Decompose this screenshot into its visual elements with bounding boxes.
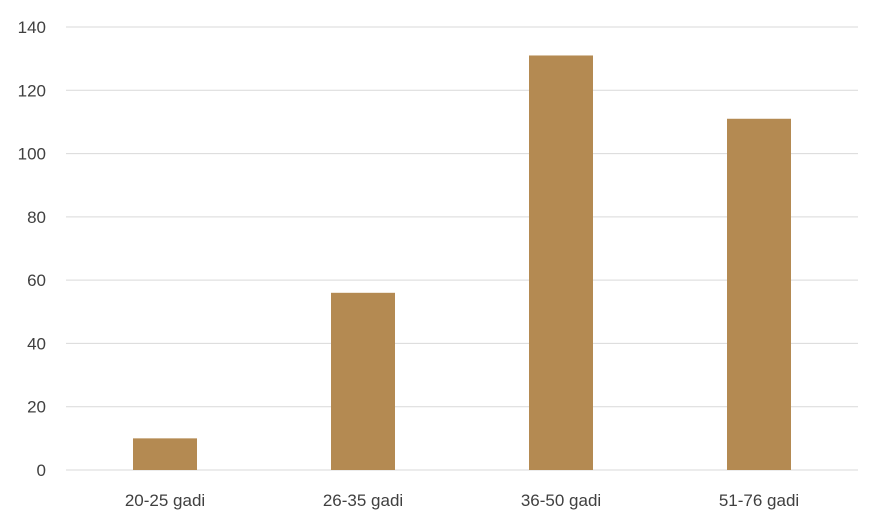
y-axis-ticks: 0 20 40 60 80 100 120 140 — [18, 18, 46, 480]
x-axis-labels: 20-25 gadi 26-35 gadi 36-50 gadi 51-76 gadi — [125, 491, 799, 510]
y-tick-label: 40 — [27, 334, 46, 353]
x-category-label: 20-25 gadi — [125, 491, 205, 510]
y-tick-label: 0 — [37, 461, 46, 480]
y-tick-label: 80 — [27, 208, 46, 227]
y-tick-label: 140 — [18, 18, 46, 37]
bar — [133, 438, 197, 470]
gridlines — [66, 26, 858, 471]
y-tick-label: 120 — [18, 81, 46, 100]
x-category-label: 26-35 gadi — [323, 491, 403, 510]
bar — [727, 118, 791, 470]
y-tick-label: 100 — [18, 145, 46, 164]
y-tick-label: 60 — [27, 271, 46, 290]
x-category-label: 51-76 gadi — [719, 491, 799, 510]
bar — [331, 292, 395, 470]
x-category-label: 36-50 gadi — [521, 491, 601, 510]
bars — [133, 55, 791, 470]
bar — [529, 55, 593, 470]
y-tick-label: 20 — [27, 398, 46, 417]
